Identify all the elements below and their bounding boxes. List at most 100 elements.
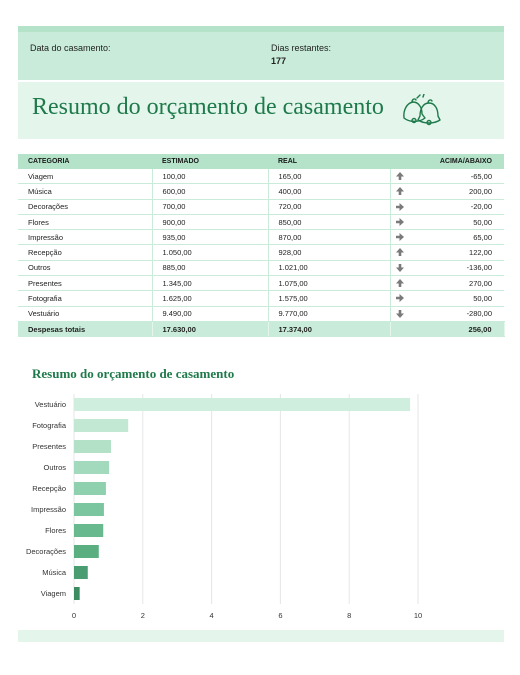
table-row: Fotografia 1.625,00 1.575,00 50,00 <box>18 290 504 307</box>
estimated-cell[interactable]: 700,00 <box>152 199 269 215</box>
table-row: Decorações 700,00 720,00 -20,00 <box>18 199 504 215</box>
bar-viagem[interactable] <box>74 586 80 601</box>
estimated-cell[interactable]: 1.625,00 <box>152 290 269 307</box>
column-header-estimated[interactable]: ESTIMADO <box>152 154 268 169</box>
y-category-label: Outros <box>43 463 66 472</box>
category-cell[interactable]: Fotografia <box>18 290 153 307</box>
difference-value: -65,00 <box>470 171 492 181</box>
actual-cell[interactable]: 1.021,00 <box>268 260 391 277</box>
bar-impressão[interactable] <box>74 502 104 517</box>
y-category-label: Impressão <box>31 505 66 514</box>
difference-cell: -20,00 <box>390 199 504 215</box>
category-cell[interactable]: Viagem <box>18 169 153 185</box>
estimated-cell[interactable]: 900,00 <box>152 214 269 231</box>
table-row: Outros 885,00 1.021,00 -136,00 <box>18 260 504 277</box>
estimated-cell[interactable]: 1.345,00 <box>152 275 269 292</box>
trend-down-arrow-icon <box>395 263 404 272</box>
difference-cell: 270,00 <box>390 275 504 292</box>
x-tick-label: 8 <box>347 611 351 620</box>
x-tick-label: 2 <box>141 611 145 620</box>
category-cell[interactable]: Impressão <box>18 229 153 246</box>
x-tick-label: 4 <box>210 611 214 620</box>
footer-band <box>18 630 504 642</box>
difference-cell: 122,00 <box>390 244 504 261</box>
column-header-difference[interactable]: ACIMA/ABAIXO <box>390 154 504 169</box>
top-accent-stripe <box>18 26 504 32</box>
y-category-label: Fotografia <box>32 421 67 430</box>
bar-vestuário[interactable] <box>74 397 411 412</box>
table-header-row: CATEGORIA ESTIMADO REAL ACIMA/ABAIXO <box>18 154 504 169</box>
bar-flores[interactable] <box>74 523 104 538</box>
category-cell[interactable]: Flores <box>18 214 153 231</box>
difference-cell: 200,00 <box>390 183 504 200</box>
days-left-label: Dias restantes: <box>271 43 332 53</box>
total-actual[interactable]: 17.374,00 <box>268 321 391 338</box>
y-category-label: Música <box>42 568 67 577</box>
actual-cell[interactable]: 870,00 <box>268 229 391 246</box>
trend-up-arrow-icon <box>395 248 404 257</box>
y-category-label: Recepção <box>32 484 66 493</box>
chart-title: Resumo do orçamento de casamento <box>32 366 235 381</box>
difference-value: 50,00 <box>473 217 492 227</box>
x-tick-label: 6 <box>278 611 282 620</box>
trend-right-arrow-icon <box>395 233 404 242</box>
x-tick-label: 0 <box>72 611 76 620</box>
y-category-label: Viagem <box>41 589 66 598</box>
bar-decorações[interactable] <box>74 544 99 559</box>
trend-up-arrow-icon <box>395 172 404 180</box>
category-cell[interactable]: Decorações <box>18 199 153 215</box>
actual-cell[interactable]: 1.575,00 <box>268 290 391 307</box>
actual-cell[interactable]: 1.075,00 <box>268 275 391 292</box>
bar-fotografia[interactable] <box>74 418 129 433</box>
total-difference: 256,00 <box>390 321 505 338</box>
info-band: Data do casamento: Dias restantes: 177 <box>18 32 504 80</box>
table-row: Viagem 100,00 165,00 -65,00 <box>18 169 504 185</box>
estimated-cell[interactable]: 1.050,00 <box>152 244 269 261</box>
estimated-cell[interactable]: 100,00 <box>152 169 269 185</box>
category-cell[interactable]: Outros <box>18 260 153 277</box>
actual-cell[interactable]: 720,00 <box>268 199 391 215</box>
estimated-cell[interactable]: 935,00 <box>152 229 269 246</box>
y-category-label: Flores <box>45 526 66 535</box>
budget-table: CATEGORIA ESTIMADO REAL ACIMA/ABAIXO Via… <box>18 154 505 338</box>
bar-presentes[interactable] <box>74 439 111 454</box>
y-category-label: Decorações <box>26 547 66 556</box>
total-estimated[interactable]: 17.630,00 <box>152 321 269 338</box>
category-cell[interactable]: Recepção <box>18 244 153 261</box>
category-cell[interactable]: Presentes <box>18 275 153 292</box>
category-cell[interactable]: Vestuário <box>18 306 153 322</box>
column-header-category[interactable]: CATEGORIA <box>18 154 152 169</box>
actual-cell[interactable]: 928,00 <box>268 244 391 261</box>
estimated-cell[interactable]: 600,00 <box>152 183 269 200</box>
actual-cell[interactable]: 400,00 <box>268 183 391 200</box>
category-cell[interactable]: Música <box>18 183 153 200</box>
estimated-cell[interactable]: 885,00 <box>152 260 269 277</box>
difference-value: 65,00 <box>473 232 492 242</box>
budget-bar-chart: 0 2 4 6 8 10 Vestuário Fotografia Presentes Outro… <box>26 394 422 620</box>
bar-recepção[interactable] <box>74 481 106 496</box>
trend-right-arrow-icon <box>395 202 404 211</box>
trend-up-arrow-icon <box>395 279 404 288</box>
wedding-date-field[interactable]: Data do casamento: <box>30 43 111 56</box>
difference-cell: 65,00 <box>390 229 504 246</box>
difference-value: -136,00 <box>466 263 492 273</box>
wedding-date-label: Data do casamento: <box>30 43 111 53</box>
y-category-label: Vestuário <box>35 400 66 409</box>
estimated-cell[interactable]: 9.490,00 <box>152 306 269 322</box>
difference-value: 122,00 <box>469 248 492 258</box>
title-band: Resumo do orçamento de casamento <box>18 82 504 139</box>
actual-cell[interactable]: 850,00 <box>268 214 391 231</box>
bar-outros[interactable] <box>74 460 110 475</box>
actual-cell[interactable]: 9.770,00 <box>268 306 391 322</box>
trend-right-arrow-icon <box>395 294 404 303</box>
actual-cell[interactable]: 165,00 <box>268 169 391 185</box>
x-tick-label: 10 <box>414 611 422 620</box>
bar-música[interactable] <box>74 565 88 580</box>
difference-cell: -280,00 <box>390 306 504 322</box>
y-category-label: Presentes <box>32 442 66 451</box>
trend-right-arrow-icon <box>395 217 404 226</box>
difference-cell: -136,00 <box>390 260 504 277</box>
difference-cell: -65,00 <box>390 169 504 185</box>
table-row: Música 600,00 400,00 200,00 <box>18 183 504 200</box>
column-header-actual[interactable]: REAL <box>268 154 390 169</box>
